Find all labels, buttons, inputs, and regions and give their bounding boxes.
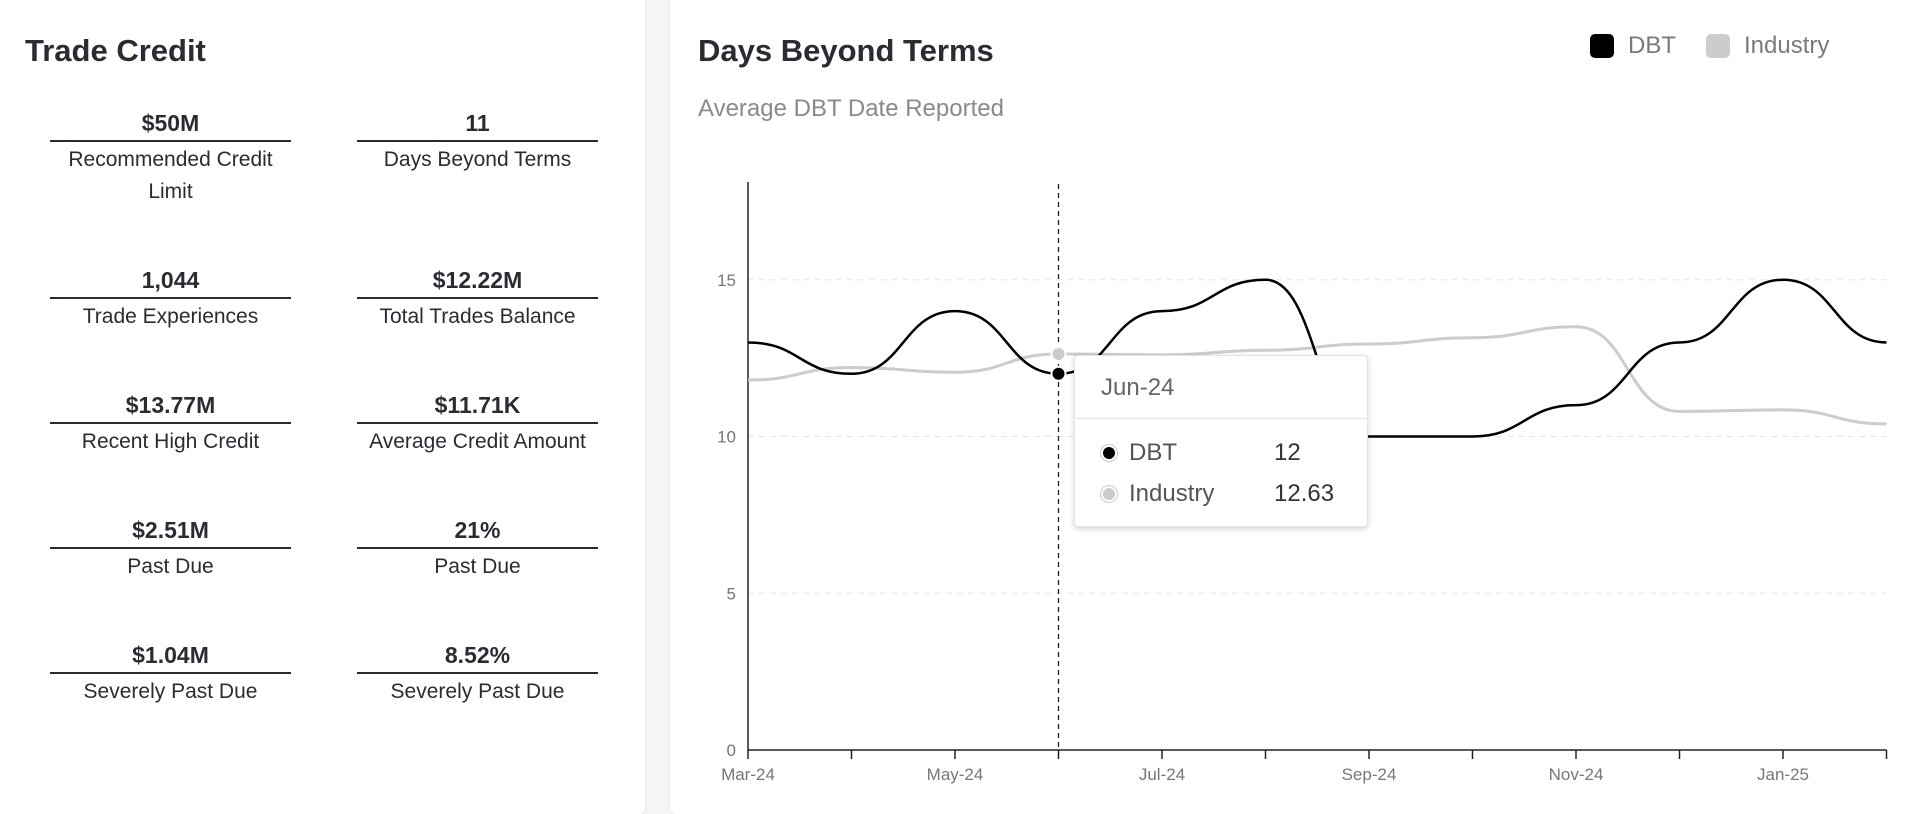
metric-label: Past Due bbox=[434, 555, 521, 578]
metric-value: $2.51M bbox=[50, 516, 291, 549]
x-tick-label: Sep-24 bbox=[1342, 765, 1397, 784]
tooltip-row-industry: Industry 12.63 bbox=[1101, 480, 1334, 508]
y-tick-label: 15 bbox=[717, 271, 736, 290]
legend-label-dbt: DBT bbox=[1628, 32, 1676, 59]
x-tick-label: Jan-25 bbox=[1757, 765, 1809, 784]
metric-value: 8.52% bbox=[357, 641, 598, 674]
dbt-chart-title: Days Beyond Terms bbox=[698, 33, 994, 68]
metric-value: 21% bbox=[357, 516, 598, 549]
tooltip-header: Jun-24 bbox=[1075, 356, 1367, 419]
tooltip-value-dbt: 12 bbox=[1274, 439, 1301, 466]
legend-item-dbt[interactable]: DBT bbox=[1590, 32, 1676, 60]
metric-value: $1.04M bbox=[50, 641, 291, 674]
x-tick-label: May-24 bbox=[927, 765, 984, 784]
metric-0: $50M Recommended Credit Limit bbox=[50, 109, 291, 208]
tooltip-dot-dbt bbox=[1101, 445, 1117, 461]
chart-tooltip: Jun-24 DBT 12 Industry 12.63 bbox=[1074, 355, 1368, 527]
metric-label: Trade Experiences bbox=[82, 305, 259, 328]
metric-8: $1.04M Severely Past Due bbox=[50, 641, 291, 708]
metric-label: Severely Past Due bbox=[83, 680, 258, 703]
metric-value: 1,044 bbox=[50, 266, 291, 299]
metric-label: Days Beyond Terms bbox=[383, 148, 572, 171]
tooltip-name-dbt: DBT bbox=[1129, 439, 1177, 466]
metric-2: 1,044 Trade Experiences bbox=[50, 266, 291, 333]
days-beyond-terms-card: Days Beyond Terms Average DBT Date Repor… bbox=[670, 0, 1922, 814]
legend-label-industry: Industry bbox=[1744, 32, 1830, 59]
y-tick-label: 5 bbox=[727, 584, 736, 603]
metric-label: Past Due bbox=[127, 555, 214, 578]
legend-swatch-dbt bbox=[1590, 34, 1614, 58]
trade-credit-title: Trade Credit bbox=[25, 33, 206, 68]
dbt-chart-subtitle: Average DBT Date Reported bbox=[698, 95, 1004, 122]
trade-credit-card: Trade Credit $50M Recommended Credit Limi… bbox=[0, 0, 645, 814]
hover-point-dbt bbox=[1050, 365, 1067, 382]
y-tick-label: 0 bbox=[727, 741, 736, 760]
metric-7: 21% Past Due bbox=[357, 516, 598, 583]
dbt-line-chart[interactable]: 0 5 10 15 Mar-24 May-24 Jul-24 Sep-24 Nov-24 Jan-… bbox=[670, 0, 1922, 814]
metric-label: Total Trades Balance bbox=[379, 305, 576, 328]
metric-5: $11.71K Average Credit Amount bbox=[357, 391, 598, 458]
metric-6: $2.51M Past Due bbox=[50, 516, 291, 583]
metric-label: Severely Past Due bbox=[390, 680, 565, 703]
x-tick-label: Mar-24 bbox=[721, 765, 775, 784]
legend-item-industry[interactable]: Industry bbox=[1706, 32, 1829, 60]
tooltip-name-industry: Industry bbox=[1129, 480, 1215, 507]
y-tick-label: 10 bbox=[717, 428, 736, 447]
x-tick-label: Jul-24 bbox=[1139, 765, 1185, 784]
metric-value: 11 bbox=[357, 109, 598, 142]
metric-4: $13.77M Recent High Credit bbox=[50, 391, 291, 458]
metric-label: Recent High Credit bbox=[81, 430, 260, 453]
metric-value: $12.22M bbox=[357, 266, 598, 299]
tooltip-row-dbt: DBT 12 bbox=[1101, 439, 1301, 467]
metric-9: 8.52% Severely Past Due bbox=[357, 641, 598, 708]
hover-point-industry bbox=[1050, 346, 1067, 363]
x-tick-label: Nov-24 bbox=[1549, 765, 1604, 784]
metric-value: $11.71K bbox=[357, 391, 598, 424]
tooltip-value-industry: 12.63 bbox=[1274, 480, 1335, 507]
metric-value: $13.77M bbox=[50, 391, 291, 424]
metric-label: Average Credit Amount bbox=[369, 430, 586, 453]
series-line-industry bbox=[747, 325, 1887, 426]
series-line-dbt bbox=[747, 278, 1887, 438]
tooltip-dot-industry bbox=[1101, 486, 1117, 502]
metric-3: $12.22M Total Trades Balance bbox=[357, 266, 598, 333]
metric-label: Recommended Credit Limit bbox=[68, 148, 273, 203]
metric-1: 11 Days Beyond Terms bbox=[357, 109, 598, 176]
metric-value: $50M bbox=[50, 109, 291, 142]
legend-swatch-industry bbox=[1706, 34, 1730, 58]
